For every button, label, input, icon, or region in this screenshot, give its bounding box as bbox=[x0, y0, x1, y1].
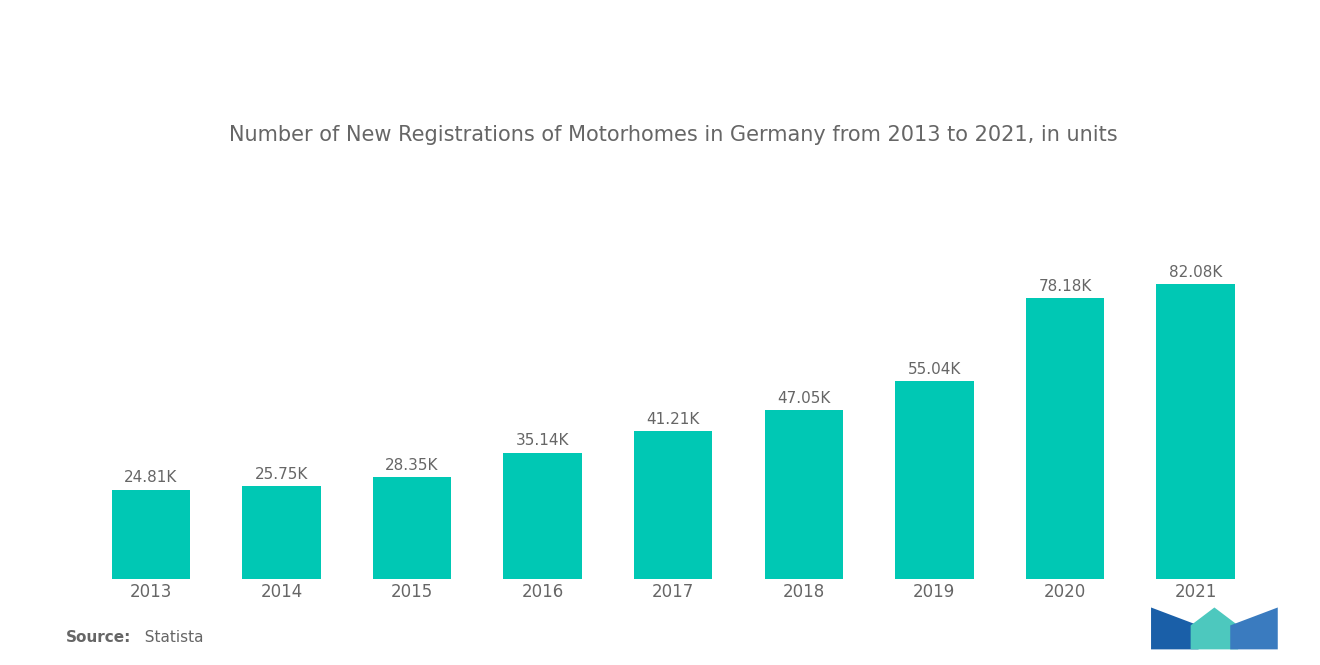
Text: 35.14K: 35.14K bbox=[516, 434, 569, 448]
Text: 55.04K: 55.04K bbox=[908, 362, 961, 377]
Bar bbox=[764, 410, 843, 579]
Text: 47.05K: 47.05K bbox=[777, 390, 830, 406]
Bar bbox=[634, 431, 713, 579]
Text: Statista: Statista bbox=[135, 630, 203, 645]
Text: 25.75K: 25.75K bbox=[255, 467, 308, 482]
Text: Source:: Source: bbox=[66, 630, 132, 645]
Bar bbox=[895, 381, 974, 579]
Text: 24.81K: 24.81K bbox=[124, 470, 178, 485]
Text: 82.08K: 82.08K bbox=[1168, 265, 1222, 280]
Bar bbox=[372, 477, 451, 579]
Bar bbox=[503, 453, 582, 579]
Bar bbox=[112, 489, 190, 579]
Bar bbox=[1156, 284, 1234, 579]
Text: 41.21K: 41.21K bbox=[647, 412, 700, 426]
Bar bbox=[243, 486, 321, 579]
Text: 78.18K: 78.18K bbox=[1039, 279, 1092, 294]
Text: 28.35K: 28.35K bbox=[385, 458, 438, 473]
Bar bbox=[1026, 299, 1104, 579]
Title: Number of New Registrations of Motorhomes in Germany from 2013 to 2021, in units: Number of New Registrations of Motorhome… bbox=[228, 125, 1118, 145]
